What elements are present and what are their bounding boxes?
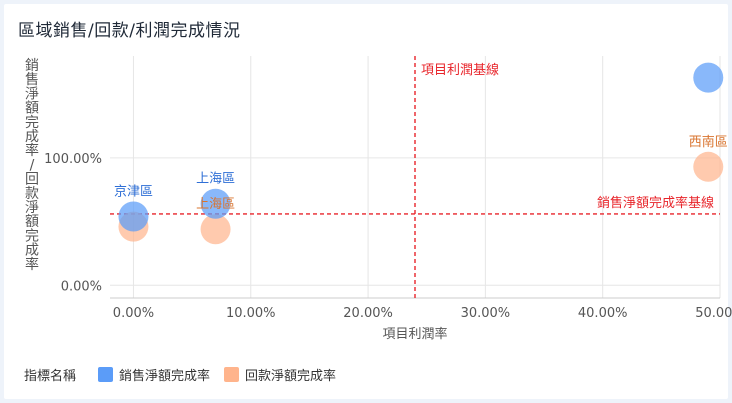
- legend-title: 指標名稱: [24, 368, 77, 384]
- x-tick-label: 30.00%: [461, 306, 511, 321]
- collection-bubble: [693, 151, 724, 182]
- legend-item-collection[interactable]: 回款淨額完成率: [224, 365, 336, 384]
- x-axis-label: 項目利潤率: [382, 326, 447, 342]
- x-tick-label: 40.00%: [578, 306, 628, 321]
- x-tick-label: 0.00%: [113, 306, 154, 321]
- sales-bubble: [693, 62, 724, 93]
- sales-bubble-label: 上海區: [196, 172, 235, 187]
- x-tick-label: 50.00%: [695, 306, 732, 321]
- chart-panel: [4, 4, 728, 399]
- sales-bubble: [118, 201, 149, 232]
- y-tick-label: 0.00%: [61, 279, 102, 294]
- chart-title: 區域銷售/回款/利潤完成情況: [18, 21, 241, 41]
- legend-label-sales: 銷售淨額完成率: [119, 368, 211, 384]
- sales-bubble-label: 京津區: [114, 184, 153, 199]
- collection-bubble-label: 西南區: [689, 134, 728, 150]
- sales-baseline-label: 銷售淨額完成率基線: [597, 195, 714, 211]
- legend-label-collection: 回款淨額完成率: [245, 368, 337, 384]
- profit-baseline-label: 項目利潤基線: [421, 62, 499, 78]
- legend-swatch-collection: [224, 366, 240, 382]
- x-tick-label: 10.00%: [226, 306, 276, 321]
- legend: 指標名稱 銷售淨額完成率 回款淨額完成率: [24, 364, 350, 384]
- x-tick-label: 20.00%: [343, 306, 393, 321]
- y-tick-label: 100.00%: [44, 152, 102, 167]
- collection-bubble-label: 上海區: [196, 197, 235, 212]
- sales-bubble: [200, 188, 231, 219]
- y-axis-label: 銷售淨額完成率/回款淨額完成率: [25, 58, 39, 273]
- collection-bubble: [200, 214, 231, 245]
- legend-item-sales[interactable]: 銷售淨額完成率: [98, 365, 210, 384]
- legend-swatch-sales: [98, 366, 114, 382]
